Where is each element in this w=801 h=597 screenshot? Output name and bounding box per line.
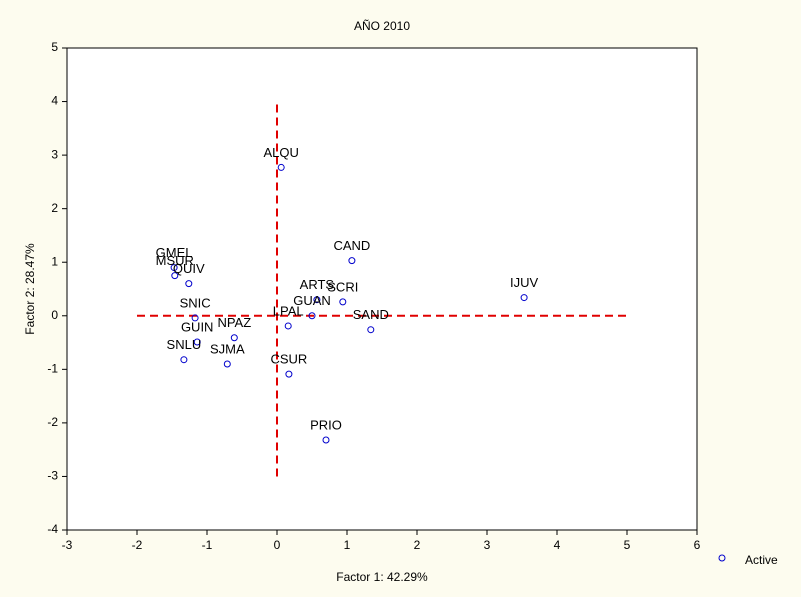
point xyxy=(193,338,201,346)
point-label: NPAZ xyxy=(217,315,251,330)
x-tick-label: 2 xyxy=(414,538,421,552)
x-tick-label: 3 xyxy=(484,538,491,552)
y-tick-label: -1 xyxy=(47,362,58,376)
point-label: CAND xyxy=(333,238,370,253)
y-tick-label: 5 xyxy=(51,40,58,54)
y-tick-label: -2 xyxy=(47,415,58,429)
y-tick-label: 0 xyxy=(51,308,58,322)
point-label: QUIV xyxy=(173,261,205,276)
point-label: LPAL xyxy=(273,303,304,318)
y-tick-label: -3 xyxy=(47,469,58,483)
point xyxy=(230,334,238,342)
point xyxy=(191,314,199,322)
point xyxy=(367,326,375,334)
point-label: MSUR xyxy=(156,253,194,268)
point-label: GMEL xyxy=(156,245,193,260)
point-label: PRIO xyxy=(310,417,342,432)
plot-area xyxy=(66,47,698,531)
point-label: ARTS xyxy=(300,277,335,292)
y-tick-label: -4 xyxy=(47,522,58,536)
point xyxy=(171,272,179,280)
point xyxy=(339,298,347,306)
point-label: SJMA xyxy=(210,341,245,356)
y-tick-label: 4 xyxy=(51,94,58,108)
point-label: ALQU xyxy=(263,145,298,160)
point xyxy=(313,296,321,304)
y-tick-label: 3 xyxy=(51,147,58,161)
x-tick-label: -1 xyxy=(202,538,213,552)
x-tick-label: 0 xyxy=(274,538,281,552)
x-tick-label: 5 xyxy=(624,538,631,552)
point xyxy=(284,322,292,330)
point xyxy=(170,264,178,272)
x-tick-label: 1 xyxy=(344,538,351,552)
point-label: GUAN xyxy=(293,293,331,308)
point-label: CSUR xyxy=(270,352,307,367)
y-axis-label: Factor 2: 28.47% xyxy=(23,243,37,335)
legend-label: Active xyxy=(745,553,778,567)
x-tick-label: -3 xyxy=(62,538,73,552)
legend-marker xyxy=(718,554,726,562)
point-label: GUIN xyxy=(181,319,214,334)
point xyxy=(223,360,231,368)
point xyxy=(285,370,293,378)
point xyxy=(348,257,356,265)
y-tick-label: 1 xyxy=(51,254,58,268)
point-label: SCRI xyxy=(327,279,358,294)
x-axis-label: Factor 1: 42.29% xyxy=(336,570,428,584)
point xyxy=(322,436,330,444)
x-tick-label: 6 xyxy=(694,538,701,552)
point xyxy=(277,163,285,171)
point xyxy=(520,294,528,302)
x-tick-label: 4 xyxy=(554,538,561,552)
point-label: SAND xyxy=(353,307,389,322)
point xyxy=(185,280,193,288)
chart-title: AÑO 2010 xyxy=(354,19,410,33)
y-tick-label: 2 xyxy=(51,201,58,215)
point-label: SNIC xyxy=(180,295,211,310)
x-tick-label: -2 xyxy=(132,538,143,552)
point xyxy=(180,356,188,364)
point-label: SNLU xyxy=(167,337,202,352)
point xyxy=(308,312,316,320)
point-label: IJUV xyxy=(510,275,539,290)
